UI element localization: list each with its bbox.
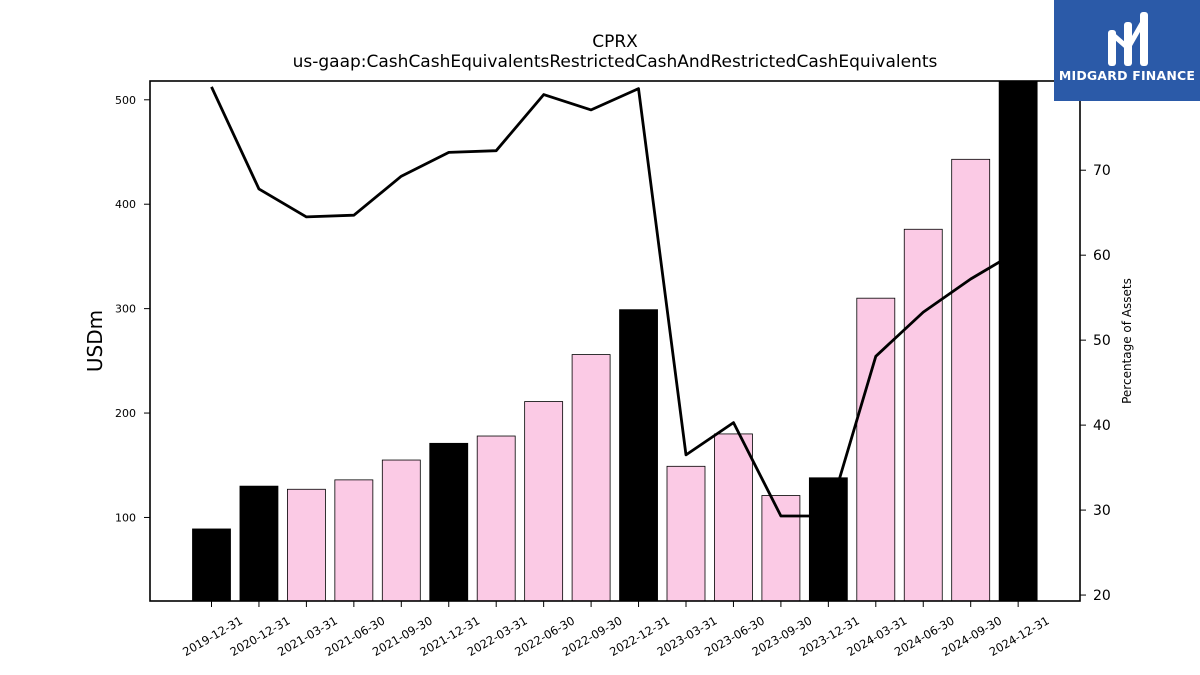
bar <box>429 442 469 602</box>
bar <box>619 309 658 602</box>
bar <box>666 465 706 602</box>
bar <box>903 228 943 602</box>
bar <box>381 459 421 602</box>
y2-tick-label: 20 <box>1093 588 1111 604</box>
brand-logo: MIDGARD FINANCE <box>1054 0 1200 101</box>
bar <box>192 528 231 602</box>
y2-tick-label: 50 <box>1093 333 1111 349</box>
series-line <box>210 86 1019 518</box>
y2-tick-label: 60 <box>1093 248 1111 264</box>
bar <box>998 80 1038 602</box>
y-tick-label: 500 <box>115 94 136 107</box>
bar <box>476 435 516 602</box>
brand-mark-icon <box>1108 12 1148 66</box>
bar <box>239 485 279 602</box>
y-tick-label: 200 <box>115 407 136 420</box>
bar <box>334 479 374 602</box>
bar <box>856 297 896 602</box>
chart-title: CPRX <box>592 32 638 52</box>
bar <box>714 433 753 602</box>
y2-axis-label: Percentage of Assets <box>1120 278 1134 404</box>
bar <box>571 354 611 602</box>
y2-tick-label: 70 <box>1093 163 1111 179</box>
y-axis-label: USDm <box>83 310 107 372</box>
y-tick-label: 100 <box>115 511 136 524</box>
y-tick-label: 300 <box>115 303 136 316</box>
bar <box>808 477 848 602</box>
plot-frame <box>149 80 1081 602</box>
y2-tick-label: 30 <box>1093 503 1111 519</box>
chart-subtitle: us-gaap:CashCashEquivalentsRestrictedCas… <box>292 52 938 72</box>
y2-tick-label: 40 <box>1093 418 1111 434</box>
brand-name: MIDGARD FINANCE <box>1058 68 1196 83</box>
bar <box>951 158 991 602</box>
bar <box>761 495 801 602</box>
y-tick-label: 400 <box>115 198 136 211</box>
bar <box>524 401 564 602</box>
bar <box>286 488 326 602</box>
